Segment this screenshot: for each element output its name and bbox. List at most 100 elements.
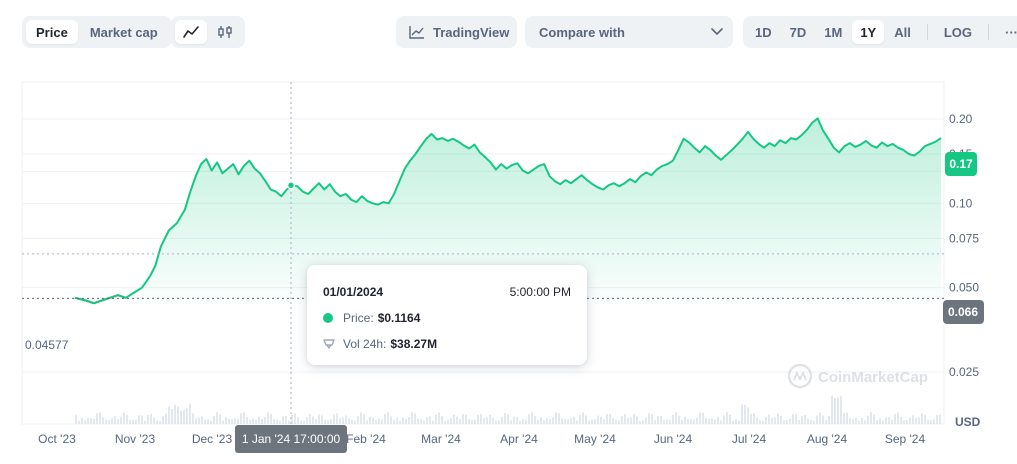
volume-bar [606, 413, 608, 424]
tab-market-cap[interactable]: Market cap [89, 24, 158, 40]
chart-type-toggle [171, 16, 245, 48]
volume-bar [888, 417, 890, 424]
range-all[interactable]: All [894, 24, 911, 40]
volume-bar [525, 419, 527, 424]
volume-bar [84, 420, 86, 424]
log-scale-toggle[interactable]: LOG [943, 24, 973, 40]
tooltip-price-value: $0.1164 [377, 311, 421, 325]
volume-bar [696, 417, 698, 424]
volume-bar [423, 420, 425, 424]
volume-bar [354, 420, 356, 424]
price-dot-icon [323, 313, 333, 323]
volume-bar [222, 420, 224, 424]
volume-bar [930, 419, 932, 424]
volume-bar [903, 420, 905, 424]
range-7d[interactable]: 7D [789, 24, 807, 40]
price-chart[interactable]: CoinMarketCap 0.0250.0500.0750.100.130.1… [0, 64, 1017, 464]
volume-bar [327, 419, 329, 424]
volume-bar [516, 416, 518, 424]
tab-price[interactable]: Price [26, 20, 78, 44]
volume-bar [177, 406, 179, 424]
volume-bar [912, 415, 914, 424]
coinmarketcap-logo-mark [793, 370, 807, 382]
volume-bar [279, 420, 281, 424]
volume-bar [114, 416, 116, 424]
volume-bar [381, 419, 383, 424]
range-1y[interactable]: 1Y [852, 20, 885, 44]
volume-bar [303, 420, 305, 424]
candlestick-icon[interactable] [209, 20, 241, 44]
volume-bar [402, 417, 404, 424]
volume-bar [561, 418, 563, 424]
volume-bar [783, 420, 785, 424]
volume-bar [306, 417, 308, 424]
volume-bar [768, 414, 770, 424]
currency-label: USD [955, 415, 981, 429]
volume-bar [228, 418, 230, 424]
more-options-icon[interactable]: ··· [1005, 24, 1017, 40]
volume-bar [690, 419, 692, 424]
tradingview-button[interactable]: TradingView [396, 16, 517, 48]
volume-bar [447, 420, 449, 424]
volume-bar [921, 413, 923, 424]
start-price-label: 0.04577 [25, 338, 69, 352]
volume-bar [159, 420, 161, 424]
volume-bar [450, 418, 452, 424]
volume-bar [630, 417, 632, 424]
volume-bar [207, 419, 209, 424]
volume-bar [867, 415, 869, 424]
volume-bar [585, 415, 587, 424]
x-tick-label: Nov '23 [115, 432, 156, 446]
volume-bar [876, 420, 878, 424]
compare-label: Compare with [539, 24, 625, 40]
volume-bar [771, 418, 773, 424]
volume-bar [147, 415, 149, 424]
volume-bar [570, 418, 572, 424]
volume-bar [234, 418, 236, 424]
volume-bar [786, 420, 788, 424]
volume-bar [687, 418, 689, 424]
volume-bar [918, 417, 920, 424]
watermark: CoinMarketCap [787, 363, 928, 389]
volume-bar [792, 414, 794, 424]
volume-bar [384, 413, 386, 424]
volume-bar [438, 412, 440, 424]
volume-bar [81, 418, 83, 424]
volume-bar [744, 405, 746, 424]
volume-bar [444, 420, 446, 424]
volume-bar [312, 416, 314, 424]
compare-with-dropdown[interactable]: Compare with [525, 16, 733, 48]
volume-bar [156, 420, 158, 424]
range-1m[interactable]: 1M [824, 24, 843, 40]
volume-bar [342, 417, 344, 424]
volume-bar [774, 417, 776, 424]
volume-bar [138, 415, 140, 424]
volume-bar [702, 412, 704, 424]
volume-bar [762, 420, 764, 424]
volume-bar [363, 414, 365, 424]
line-chart-icon[interactable] [175, 20, 207, 44]
volume-bar [288, 420, 290, 424]
x-tick-label: Sep '24 [885, 432, 926, 446]
volume-bar [804, 415, 806, 424]
volume-bar [534, 416, 536, 424]
volume-bar [612, 418, 614, 424]
volume-bar [618, 420, 620, 424]
volume-bar [588, 420, 590, 424]
range-1d[interactable]: 1D [755, 24, 772, 40]
volume-bar [123, 412, 125, 424]
volume-bar [270, 414, 272, 424]
tooltip-date: 01/01/2024 [323, 285, 384, 299]
volume-bar [144, 420, 146, 424]
tradingview-icon [409, 26, 424, 39]
volume-bar [174, 404, 176, 424]
volume-bar [531, 412, 533, 424]
volume-bar [495, 420, 497, 424]
price-tooltip: 01/01/2024 5:00:00 PM Price: $0.1164 Vol… [307, 265, 587, 365]
x-tick-label: Oct '23 [38, 432, 76, 446]
volume-bar [165, 413, 167, 424]
volume-bar [273, 419, 275, 424]
x-tick-label: Jul '24 [732, 432, 767, 446]
volume-bar [513, 416, 515, 424]
volume-bar [714, 419, 716, 424]
